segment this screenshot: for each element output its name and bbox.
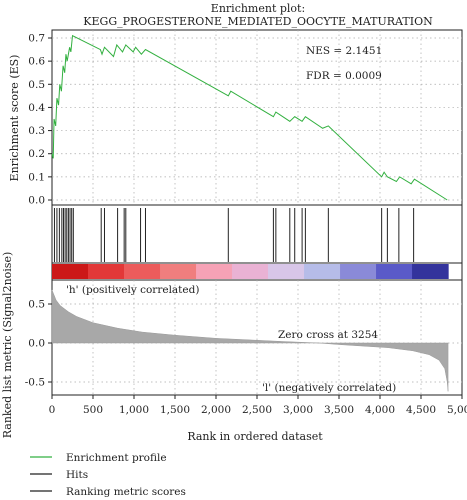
legend-enrichment-label: Enrichment profile — [66, 452, 167, 464]
es-y-tick-label: 0.5 — [28, 79, 45, 91]
x-tick-label: 5,000 — [447, 404, 467, 416]
rank-y-tick-label: -0.5 — [25, 377, 45, 389]
es-y-tick-label: 0.4 — [28, 102, 45, 114]
heat-bar-segment — [124, 264, 161, 279]
legend-ranking-label: Ranking metric scores — [66, 486, 186, 498]
ranked-metric-fill — [51, 289, 449, 392]
es-y-tick-label: 0.0 — [28, 195, 45, 207]
x-tick-label: 2,500 — [242, 404, 272, 416]
enrichment-profile-line — [51, 34, 448, 201]
heat-bar-segment — [340, 264, 377, 279]
enrichment-profile-polyline — [51, 34, 448, 201]
es-y-tick-label: 0.1 — [28, 171, 45, 183]
rank-y-axis: 0.5 0.0 -0.5 — [25, 299, 52, 389]
rank-y-label: Ranked list metric (Signal2noise) — [1, 252, 14, 439]
legend: Enrichment profile Hits Ranking metric s… — [30, 452, 186, 498]
x-tick-label: 0 — [49, 404, 56, 416]
es-y-tick-label: 0.6 — [28, 56, 45, 68]
chart-title: Enrichment plot: — [211, 2, 305, 15]
x-tick-label: 3,500 — [324, 404, 354, 416]
es-grid — [52, 30, 462, 205]
chart-subtitle: KEGG_PROGESTERONE_MEDIATED_OOCYTE_MATURA… — [83, 15, 433, 28]
es-y-tick-label: 0.3 — [28, 125, 45, 137]
x-tick-label: 500 — [83, 404, 103, 416]
heat-bar-segment — [88, 264, 125, 279]
es-y-label: Enrichment score (ES) — [8, 55, 21, 182]
heat-bar-segment — [268, 264, 305, 279]
legend-hits-label: Hits — [66, 469, 88, 481]
hits-panel — [53, 208, 415, 262]
x-tick-label: 1,000 — [119, 404, 149, 416]
x-tick-label: 2,000 — [201, 404, 231, 416]
positive-correlation-label: 'h' (positively correlated) — [66, 284, 199, 296]
rank-y-tick-label: 0.0 — [28, 338, 45, 350]
x-axis: 0 500 1,000 1,500 2,000 2,500 3,000 3,500 4,000 4… — [49, 395, 467, 416]
x-tick-label: 1,500 — [160, 404, 190, 416]
heat-bar-segment — [304, 264, 341, 279]
es-y-tick-label: 0.2 — [28, 148, 45, 160]
x-axis-label: Rank in ordered dataset — [187, 430, 323, 443]
heat-bar-segment — [160, 264, 197, 279]
heat-bar-segment — [52, 264, 89, 279]
es-y-axis: 0.0 0.1 0.2 0.3 0.4 0.5 0.6 0.7 — [28, 33, 52, 207]
rank-y-tick-label: 0.5 — [28, 299, 45, 311]
x-tick-label: 4,000 — [365, 404, 395, 416]
heat-bar-segment — [412, 264, 449, 279]
heat-bar-segment — [376, 264, 413, 279]
heat-bar-segment — [232, 264, 269, 279]
es-y-tick-label: 0.7 — [28, 33, 45, 45]
nes-annotation: NES = 2.1451 — [306, 45, 382, 57]
negative-correlation-label: 'l' (negatively correlated) — [262, 382, 396, 394]
zero-cross-annotation: Zero cross at 3254 — [278, 329, 378, 341]
heat-bar — [52, 264, 449, 279]
ranked-metric-area — [51, 289, 449, 392]
heat-bar-segment — [196, 264, 233, 279]
x-tick-label: 3,000 — [283, 404, 313, 416]
fdr-annotation: FDR = 0.0009 — [306, 70, 382, 82]
x-tick-label: 4,500 — [406, 404, 436, 416]
